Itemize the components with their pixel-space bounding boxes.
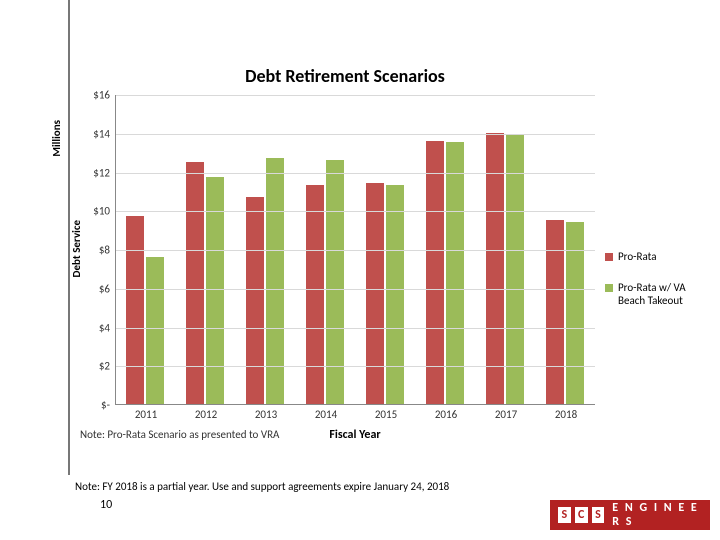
legend-swatch [605,284,613,292]
ytick-label: $6 [80,282,110,295]
chart-title: Debt Retirement Scenarios [75,65,615,87]
grid-line [116,366,595,367]
xaxis-label: Fiscal Year [115,428,595,442]
legend-label: Pro-Rata w/ VA Beach Takeout [618,281,710,307]
bar [146,257,164,404]
xtick-label: 2011 [116,404,176,421]
bar [366,183,384,404]
page-number: 10 [100,498,112,512]
bar [126,216,144,404]
bar [446,142,464,404]
ytick-label: $16 [80,89,110,102]
bar [246,197,264,404]
slide: Debt Retirement Scenarios Millions Debt … [0,0,720,540]
bar [426,141,444,405]
bar [326,160,344,404]
xtick-label: 2012 [176,404,236,421]
footnote: Note: FY 2018 is a partial year. Use and… [75,480,449,493]
ytick-label: $10 [80,205,110,218]
legend-swatch [605,253,613,261]
yaxis-label-millions: Millions [50,120,68,180]
ytick-label: $12 [80,166,110,179]
chart-plot-area: 20112012201320142015201620172018 $-$2$4$… [115,95,595,405]
ytick-label: $2 [80,360,110,373]
xtick-label: 2018 [536,404,596,421]
legend-item: Pro-Rata w/ VA Beach Takeout [605,281,710,307]
bar [186,162,204,404]
xtick-label: 2015 [356,404,416,421]
logo-text: E N G I N E E R S [612,501,702,529]
ytick-label: $8 [80,244,110,257]
xtick-label: 2013 [236,404,296,421]
grid-line [116,289,595,290]
bar [506,135,524,404]
bar [306,185,324,404]
grid-line [116,211,595,212]
grid-line [116,173,595,174]
ytick-label: $14 [80,127,110,140]
logo-letter: C [575,507,588,523]
bar [546,220,564,404]
xtick-label: 2016 [416,404,476,421]
bar [386,185,404,404]
ytick-label: $- [80,399,110,412]
grid-line [116,328,595,329]
legend-label: Pro-Rata [618,250,656,263]
chart-legend: Pro-Rata Pro-Rata w/ VA Beach Takeout [605,250,710,326]
xtick-label: 2017 [476,404,536,421]
ytick-label: $4 [80,321,110,334]
logo-letter: S [592,507,605,523]
grid-line [116,250,595,251]
xtick-label: 2014 [296,404,356,421]
logo-scs-engineers: S C S E N G I N E E R S [550,500,710,530]
left-margin-bar [0,0,70,475]
legend-item: Pro-Rata [605,250,710,263]
grid-line [116,134,595,135]
logo-letter: S [558,507,571,523]
grid-line [116,95,595,96]
